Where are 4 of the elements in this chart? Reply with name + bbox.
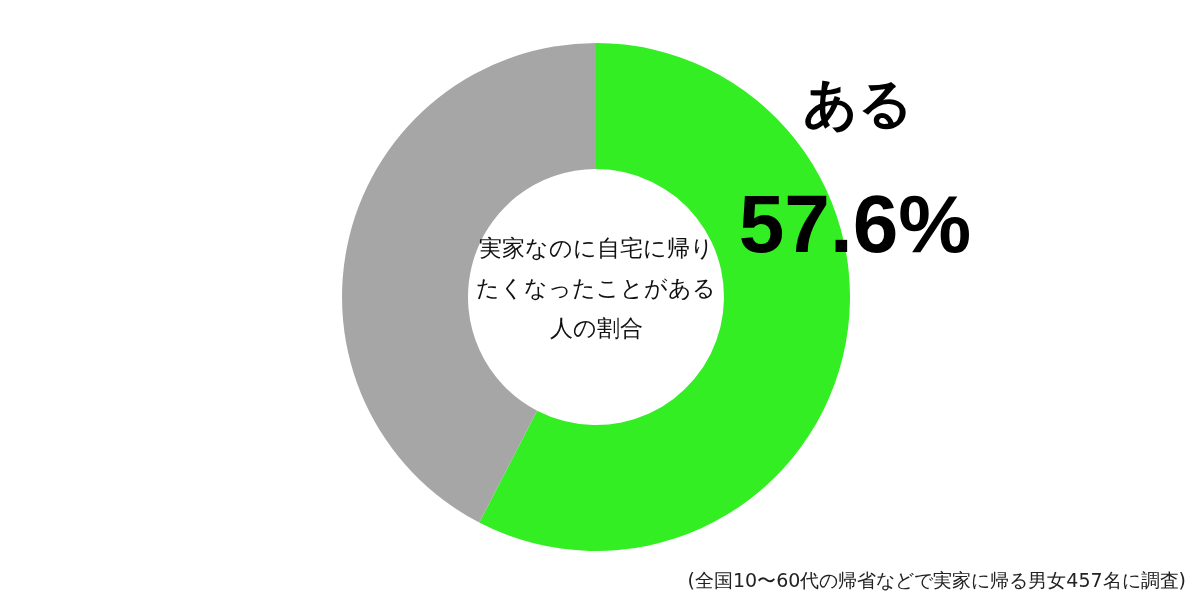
slice-label: ある: [803, 72, 913, 135]
text: (全国10〜60代の帰省などで実家に帰る男女457名に調査): [687, 568, 1186, 593]
donut-slice: [342, 43, 596, 523]
text: 実家なのに自宅に帰りたくなったことがある人の割合: [476, 234, 716, 343]
